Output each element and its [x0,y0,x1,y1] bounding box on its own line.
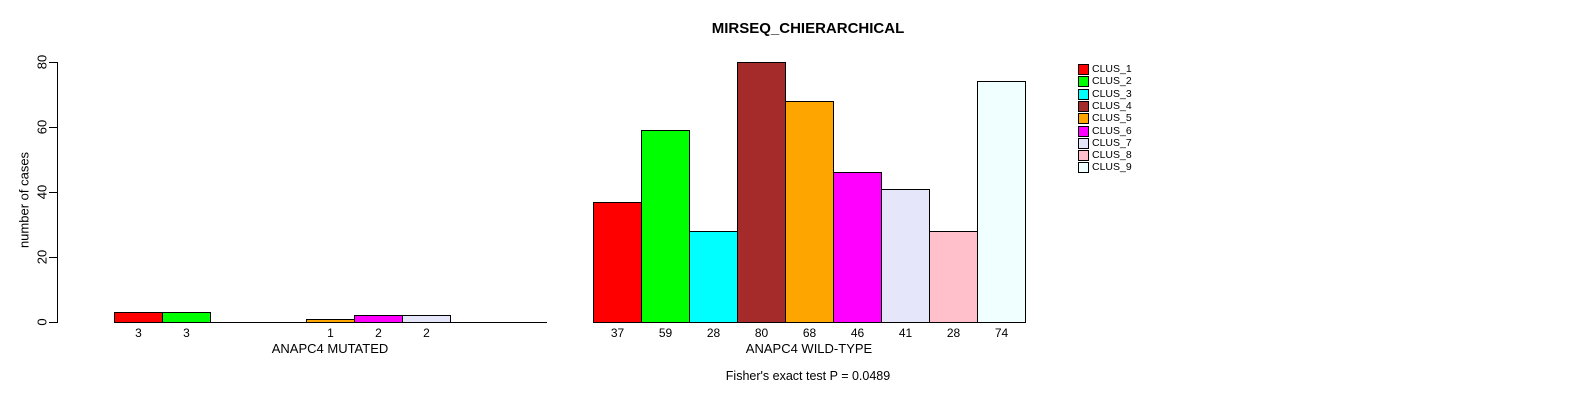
legend-label-clus_2: CLUS_2 [1092,75,1132,87]
x-axis-label-mutated: ANAPC4 MUTATED [271,341,389,356]
legend-swatch-clus_9 [1078,162,1089,173]
y-axis-title: number of cases [16,151,32,249]
legend-label-clus_3: CLUS_3 [1092,88,1132,100]
bar-clus_1 [593,202,642,323]
chart-title: MIRSEQ_CHIERARCHICAL [711,20,905,37]
bar-value-label: 37 [610,326,625,340]
bar-value-label: 3 [135,326,142,340]
legend-swatch-clus_1 [1078,64,1089,75]
bar-clus_9 [977,81,1026,323]
legend-label-clus_8: CLUS_8 [1092,149,1132,161]
y-tick-label: 40 [34,184,50,200]
bar-clus_6 [354,315,403,323]
bar-value-label: 41 [898,326,913,340]
legend-label-clus_1: CLUS_1 [1092,63,1132,75]
x-axis-label-wild-type: ANAPC4 WILD-TYPE [745,341,873,356]
y-tick-mark [49,322,57,323]
legend-swatch-clus_7 [1078,138,1089,149]
bar-value-label: 59 [658,326,673,340]
legend-label-clus_7: CLUS_7 [1092,137,1132,149]
y-tick-mark [49,62,57,63]
y-tick-mark [49,192,57,193]
y-tick-label: 20 [34,249,50,265]
y-tick-label: 60 [34,119,50,135]
y-tick-label: 0 [34,318,50,326]
bar-value-label: 3 [183,326,190,340]
legend-swatch-clus_8 [1078,150,1089,161]
bar-value-label: 2 [375,326,382,340]
bar-clus_6 [833,172,882,323]
bar-value-label: 2 [423,326,430,340]
bar-clus_8 [929,231,978,323]
legend-swatch-clus_2 [1078,76,1089,87]
bar-clus_4 [737,62,786,323]
y-tick-mark [49,257,57,258]
bar-clus_7 [881,189,930,323]
bar-value-label: 1 [327,326,334,340]
bar-value-label: 80 [754,326,769,340]
legend-label-clus_6: CLUS_6 [1092,125,1132,137]
bar-clus_5 [785,101,834,323]
bar-clus_2 [641,130,690,323]
legend-label-clus_9: CLUS_9 [1092,161,1132,173]
bar-clus_1 [114,312,163,323]
bar-value-label: 68 [802,326,817,340]
bar-value-label: 74 [994,326,1009,340]
legend-swatch-clus_4 [1078,101,1089,112]
annotation-fisher-test: Fisher's exact test P = 0.0489 [725,369,891,383]
legend-swatch-clus_5 [1078,113,1089,124]
legend-swatch-clus_6 [1078,126,1089,137]
bar-clus_2 [162,312,211,323]
bar-clus_5 [306,319,355,323]
legend-swatch-clus_3 [1078,89,1089,100]
bar-value-label: 46 [850,326,865,340]
bar-clus_3 [689,231,738,323]
y-tick-label: 80 [34,54,50,70]
bar-value-label: 28 [706,326,721,340]
y-tick-mark [49,127,57,128]
y-axis-line [57,62,58,323]
legend-label-clus_4: CLUS_4 [1092,100,1132,112]
bar-value-label: 28 [946,326,961,340]
legend-label-clus_5: CLUS_5 [1092,112,1132,124]
bar-clus_7 [402,315,451,323]
